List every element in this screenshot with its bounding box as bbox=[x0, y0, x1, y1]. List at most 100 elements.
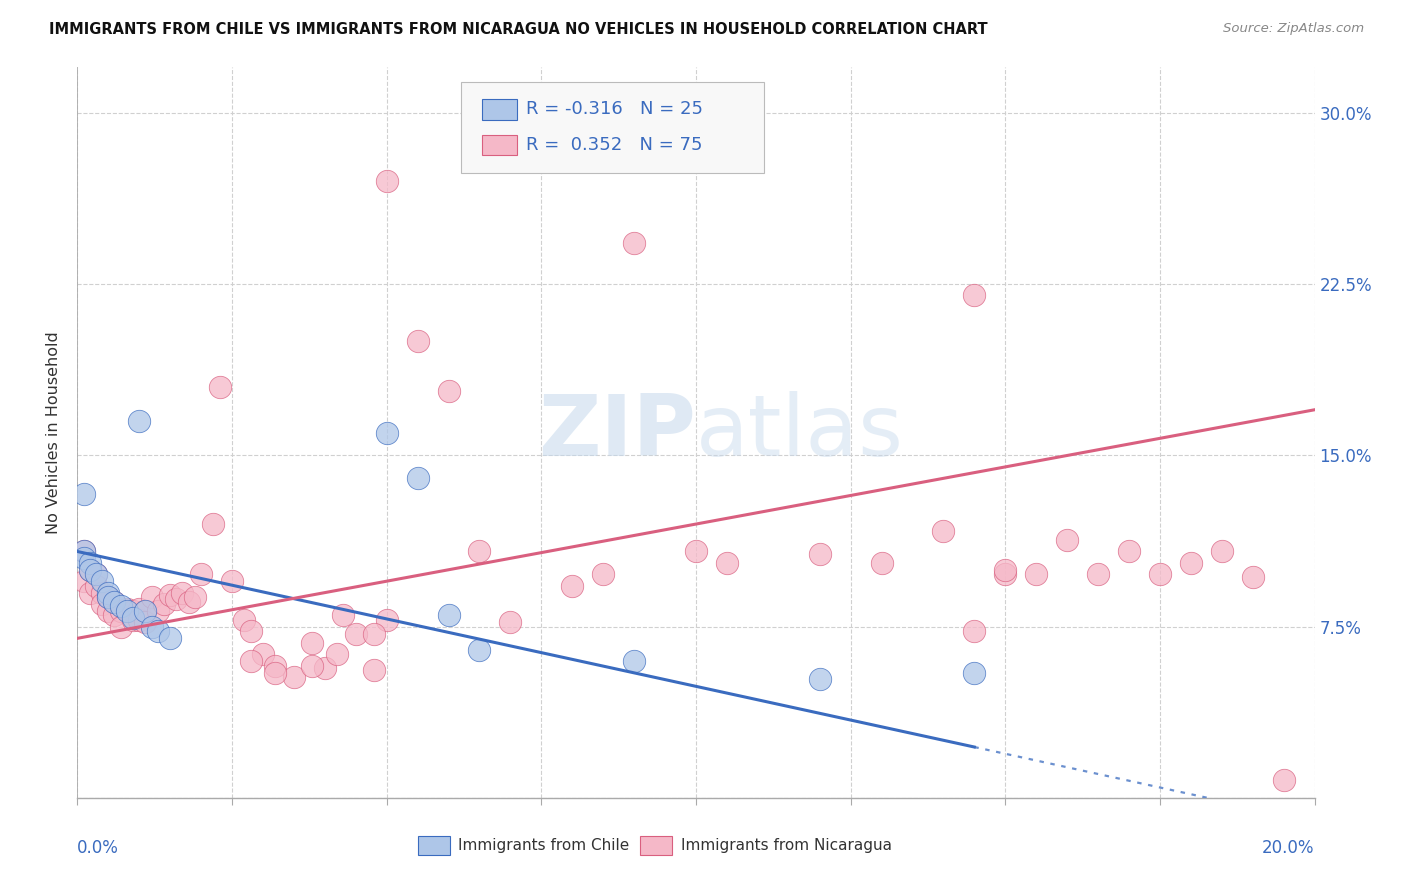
Point bbox=[146, 604, 169, 618]
Text: Immigrants from Chile: Immigrants from Chile bbox=[458, 838, 630, 854]
Point bbox=[115, 601, 138, 615]
Text: ZIP: ZIP bbox=[538, 391, 696, 475]
Point bbox=[79, 563, 101, 577]
Point bbox=[97, 591, 120, 605]
Point bbox=[264, 658, 287, 673]
Point bbox=[264, 665, 287, 680]
Point bbox=[963, 665, 986, 680]
Point bbox=[97, 585, 120, 599]
Point bbox=[344, 626, 367, 640]
Y-axis label: No Vehicles in Household: No Vehicles in Household bbox=[45, 331, 60, 534]
Point bbox=[128, 613, 150, 627]
Text: Immigrants from Nicaragua: Immigrants from Nicaragua bbox=[681, 838, 893, 854]
Point bbox=[134, 604, 156, 618]
Point bbox=[314, 661, 336, 675]
Point bbox=[72, 544, 94, 558]
Point bbox=[363, 626, 385, 640]
Point bbox=[1087, 567, 1109, 582]
Point bbox=[808, 547, 831, 561]
Point bbox=[363, 664, 385, 678]
Point bbox=[375, 613, 398, 627]
Point bbox=[103, 608, 125, 623]
Text: R = -0.316   N = 25: R = -0.316 N = 25 bbox=[526, 100, 703, 119]
Point bbox=[1118, 544, 1140, 558]
Point bbox=[72, 574, 94, 589]
Point bbox=[301, 658, 323, 673]
Point bbox=[499, 615, 522, 630]
FancyBboxPatch shape bbox=[482, 99, 516, 120]
Point bbox=[103, 595, 125, 609]
Point bbox=[159, 588, 181, 602]
Point bbox=[103, 595, 125, 609]
Point bbox=[141, 591, 163, 605]
Point bbox=[326, 648, 349, 662]
Point bbox=[208, 380, 231, 394]
Point bbox=[91, 597, 114, 611]
Point bbox=[172, 585, 194, 599]
Point bbox=[1056, 533, 1078, 547]
Point bbox=[623, 235, 645, 250]
Point bbox=[468, 642, 491, 657]
Point bbox=[165, 592, 187, 607]
Point bbox=[592, 567, 614, 582]
Point bbox=[184, 591, 207, 605]
Point bbox=[561, 579, 583, 593]
Point bbox=[994, 567, 1017, 582]
Point bbox=[122, 613, 145, 627]
Point bbox=[468, 544, 491, 558]
FancyBboxPatch shape bbox=[418, 837, 450, 855]
Text: R =  0.352   N = 75: R = 0.352 N = 75 bbox=[526, 136, 703, 154]
FancyBboxPatch shape bbox=[461, 81, 763, 173]
Point bbox=[84, 567, 107, 582]
Point bbox=[190, 567, 212, 582]
Point bbox=[239, 624, 262, 639]
Point bbox=[406, 471, 429, 485]
Point bbox=[134, 604, 156, 618]
FancyBboxPatch shape bbox=[482, 135, 516, 155]
Point bbox=[91, 585, 114, 599]
Text: 0.0%: 0.0% bbox=[77, 838, 120, 856]
Point bbox=[716, 556, 738, 570]
Point bbox=[1272, 772, 1295, 788]
Point bbox=[221, 574, 243, 589]
Point bbox=[437, 384, 460, 399]
Point bbox=[110, 604, 132, 618]
Point bbox=[177, 595, 200, 609]
Point bbox=[870, 556, 893, 570]
Point bbox=[110, 620, 132, 634]
Point bbox=[233, 613, 256, 627]
Point bbox=[79, 556, 101, 570]
Point bbox=[1025, 567, 1047, 582]
Point bbox=[994, 563, 1017, 577]
Point bbox=[202, 517, 225, 532]
Point bbox=[128, 414, 150, 428]
Point bbox=[301, 636, 323, 650]
Point bbox=[252, 648, 274, 662]
Point bbox=[72, 551, 94, 566]
Point bbox=[134, 615, 156, 630]
Point bbox=[808, 673, 831, 687]
Point bbox=[932, 524, 955, 538]
Point bbox=[97, 604, 120, 618]
Point bbox=[437, 608, 460, 623]
Point bbox=[375, 174, 398, 188]
Point bbox=[84, 579, 107, 593]
Point bbox=[153, 597, 176, 611]
Text: Source: ZipAtlas.com: Source: ZipAtlas.com bbox=[1223, 22, 1364, 36]
Point bbox=[159, 632, 181, 646]
Point bbox=[332, 608, 354, 623]
Point bbox=[128, 601, 150, 615]
Point bbox=[91, 574, 114, 589]
Point bbox=[406, 334, 429, 348]
Point bbox=[141, 620, 163, 634]
Point bbox=[1180, 556, 1202, 570]
Point bbox=[79, 563, 101, 577]
Point bbox=[72, 487, 94, 501]
Point bbox=[963, 624, 986, 639]
Point bbox=[623, 654, 645, 668]
Point bbox=[239, 654, 262, 668]
Point bbox=[963, 288, 986, 302]
Point bbox=[283, 670, 305, 684]
Point bbox=[146, 624, 169, 639]
Point bbox=[115, 604, 138, 618]
